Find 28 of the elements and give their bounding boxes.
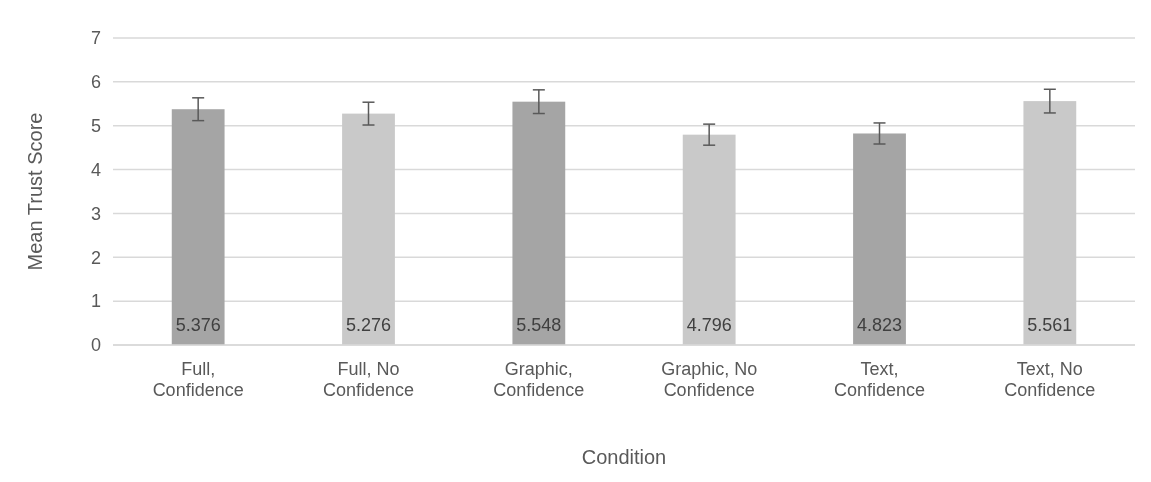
data-label: 5.561 [1027,315,1073,335]
bar [1023,101,1077,345]
data-label: 4.796 [686,315,732,335]
x-tick-label: Graphic, Confidence [493,359,585,400]
data-label: 5.376 [175,315,221,335]
y-tick-label: 0 [90,335,101,356]
y-tick-label: 3 [90,203,101,224]
x-tick-label: Full, Confidence [152,359,244,400]
data-label: 4.823 [856,315,903,335]
x-tick-label: Text, Confidence [833,359,926,400]
bar [342,113,395,345]
x-tick-label: Full, No Confidence [322,359,415,400]
y-tick-label: 4 [90,159,101,180]
bar [512,101,566,345]
x-axis-title: Condition [581,446,667,468]
y-tick-label: 6 [90,72,101,93]
bar [171,109,225,345]
y-tick-label: 7 [90,28,101,49]
y-tick-label: 1 [90,291,101,312]
x-tick-label: Graphic, No Confidence [661,359,758,400]
x-tick-label: Text, No Confidence [1004,359,1096,400]
y-tick-label: 2 [90,247,101,268]
bar [853,133,906,345]
y-axis-title: Mean Trust Score [24,112,46,271]
data-label: 5.276 [345,315,392,335]
bar [682,134,736,345]
data-label: 5.548 [516,315,562,335]
y-tick-label: 5 [90,116,101,137]
